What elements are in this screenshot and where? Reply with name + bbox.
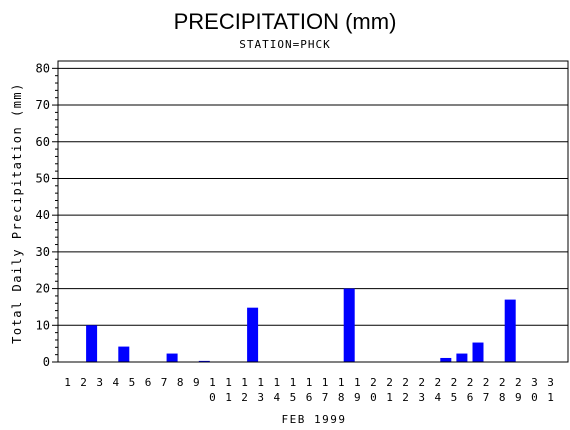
x-tick-label: 1 <box>225 391 232 404</box>
x-tick-label: 3 <box>531 376 538 389</box>
x-tick-label: 6 <box>306 391 313 404</box>
x-tick-label: 0 <box>370 391 377 404</box>
y-tick-label: 10 <box>36 318 50 332</box>
x-tick-label: 1 <box>306 376 313 389</box>
x-tick-label: 0 <box>531 391 538 404</box>
x-tick-label: 7 <box>161 376 168 389</box>
x-tick-label: 2 <box>402 376 409 389</box>
bar <box>166 353 178 362</box>
x-tick-label: 7 <box>483 391 490 404</box>
x-tick-label: 1 <box>257 376 264 389</box>
x-tick-label: 9 <box>515 391 522 404</box>
x-axis-label: FEB 1999 <box>282 413 347 426</box>
x-tick-label: 1 <box>547 391 554 404</box>
y-tick-label: 60 <box>36 135 50 149</box>
x-tick-label: 1 <box>241 376 248 389</box>
x-tick-label: 8 <box>177 376 184 389</box>
x-tick-label: 2 <box>386 376 393 389</box>
bar <box>440 357 452 362</box>
y-tick-label: 70 <box>36 98 50 112</box>
x-tick-label: 5 <box>290 391 297 404</box>
y-tick-label: 20 <box>36 282 50 296</box>
x-tick-label: 2 <box>80 376 87 389</box>
x-tick-label: 5 <box>451 391 458 404</box>
x-tick-label: 1 <box>64 376 71 389</box>
x-tick-label: 8 <box>499 391 506 404</box>
x-tick-label: 8 <box>338 391 345 404</box>
chart-title: PRECIPITATION (mm) <box>174 9 397 34</box>
x-tick-label: 2 <box>434 376 441 389</box>
x-tick-label: 6 <box>467 391 474 404</box>
x-tick-label: 1 <box>322 376 329 389</box>
x-tick-label: 0 <box>209 391 216 404</box>
y-tick-label: 40 <box>36 208 50 222</box>
y-tick-label: 80 <box>36 61 50 75</box>
bar <box>198 360 210 362</box>
x-tick-label: 1 <box>354 376 361 389</box>
x-tick-label: 3 <box>418 391 425 404</box>
x-tick-label: 9 <box>193 376 200 389</box>
x-tick-label: 2 <box>370 376 377 389</box>
x-tick-label: 1 <box>290 376 297 389</box>
bar <box>472 342 484 362</box>
x-tick-label: 3 <box>547 376 554 389</box>
x-tick-label: 3 <box>257 391 264 404</box>
x-tick-label: 2 <box>499 376 506 389</box>
bar <box>118 346 130 362</box>
bar <box>504 299 516 362</box>
x-tick-label: 1 <box>386 391 393 404</box>
x-tick-label: 4 <box>273 391 280 404</box>
x-tick-label: 2 <box>483 376 490 389</box>
x-tick-label: 6 <box>145 376 152 389</box>
bar <box>456 353 468 362</box>
y-tick-label: 0 <box>43 355 50 369</box>
x-tick-label: 7 <box>322 391 329 404</box>
x-tick-label: 1 <box>225 376 232 389</box>
chart-subtitle: STATION=PHCK <box>239 38 330 51</box>
y-tick-label: 30 <box>36 245 50 259</box>
x-tick-label: 1 <box>273 376 280 389</box>
x-tick-label: 2 <box>451 376 458 389</box>
x-tick-label: 5 <box>129 376 136 389</box>
bar <box>343 288 355 362</box>
x-tick-label: 2 <box>241 391 248 404</box>
y-tick-label: 50 <box>36 171 50 185</box>
plot-frame <box>57 60 569 363</box>
x-tick-label: 1 <box>209 376 216 389</box>
x-tick-label: 4 <box>112 376 119 389</box>
x-tick-label: 2 <box>402 391 409 404</box>
x-tick-label: 4 <box>434 391 441 404</box>
x-tick-label: 3 <box>96 376 103 389</box>
x-tick-label: 2 <box>467 376 474 389</box>
bar <box>86 325 98 362</box>
bar <box>247 307 259 362</box>
y-axis-label: Total Daily Precipitation (mm) <box>10 82 24 344</box>
x-tick-label: 1 <box>338 376 345 389</box>
x-tick-label: 9 <box>354 391 361 404</box>
x-tick-label: 2 <box>418 376 425 389</box>
x-tick-label: 2 <box>515 376 522 389</box>
